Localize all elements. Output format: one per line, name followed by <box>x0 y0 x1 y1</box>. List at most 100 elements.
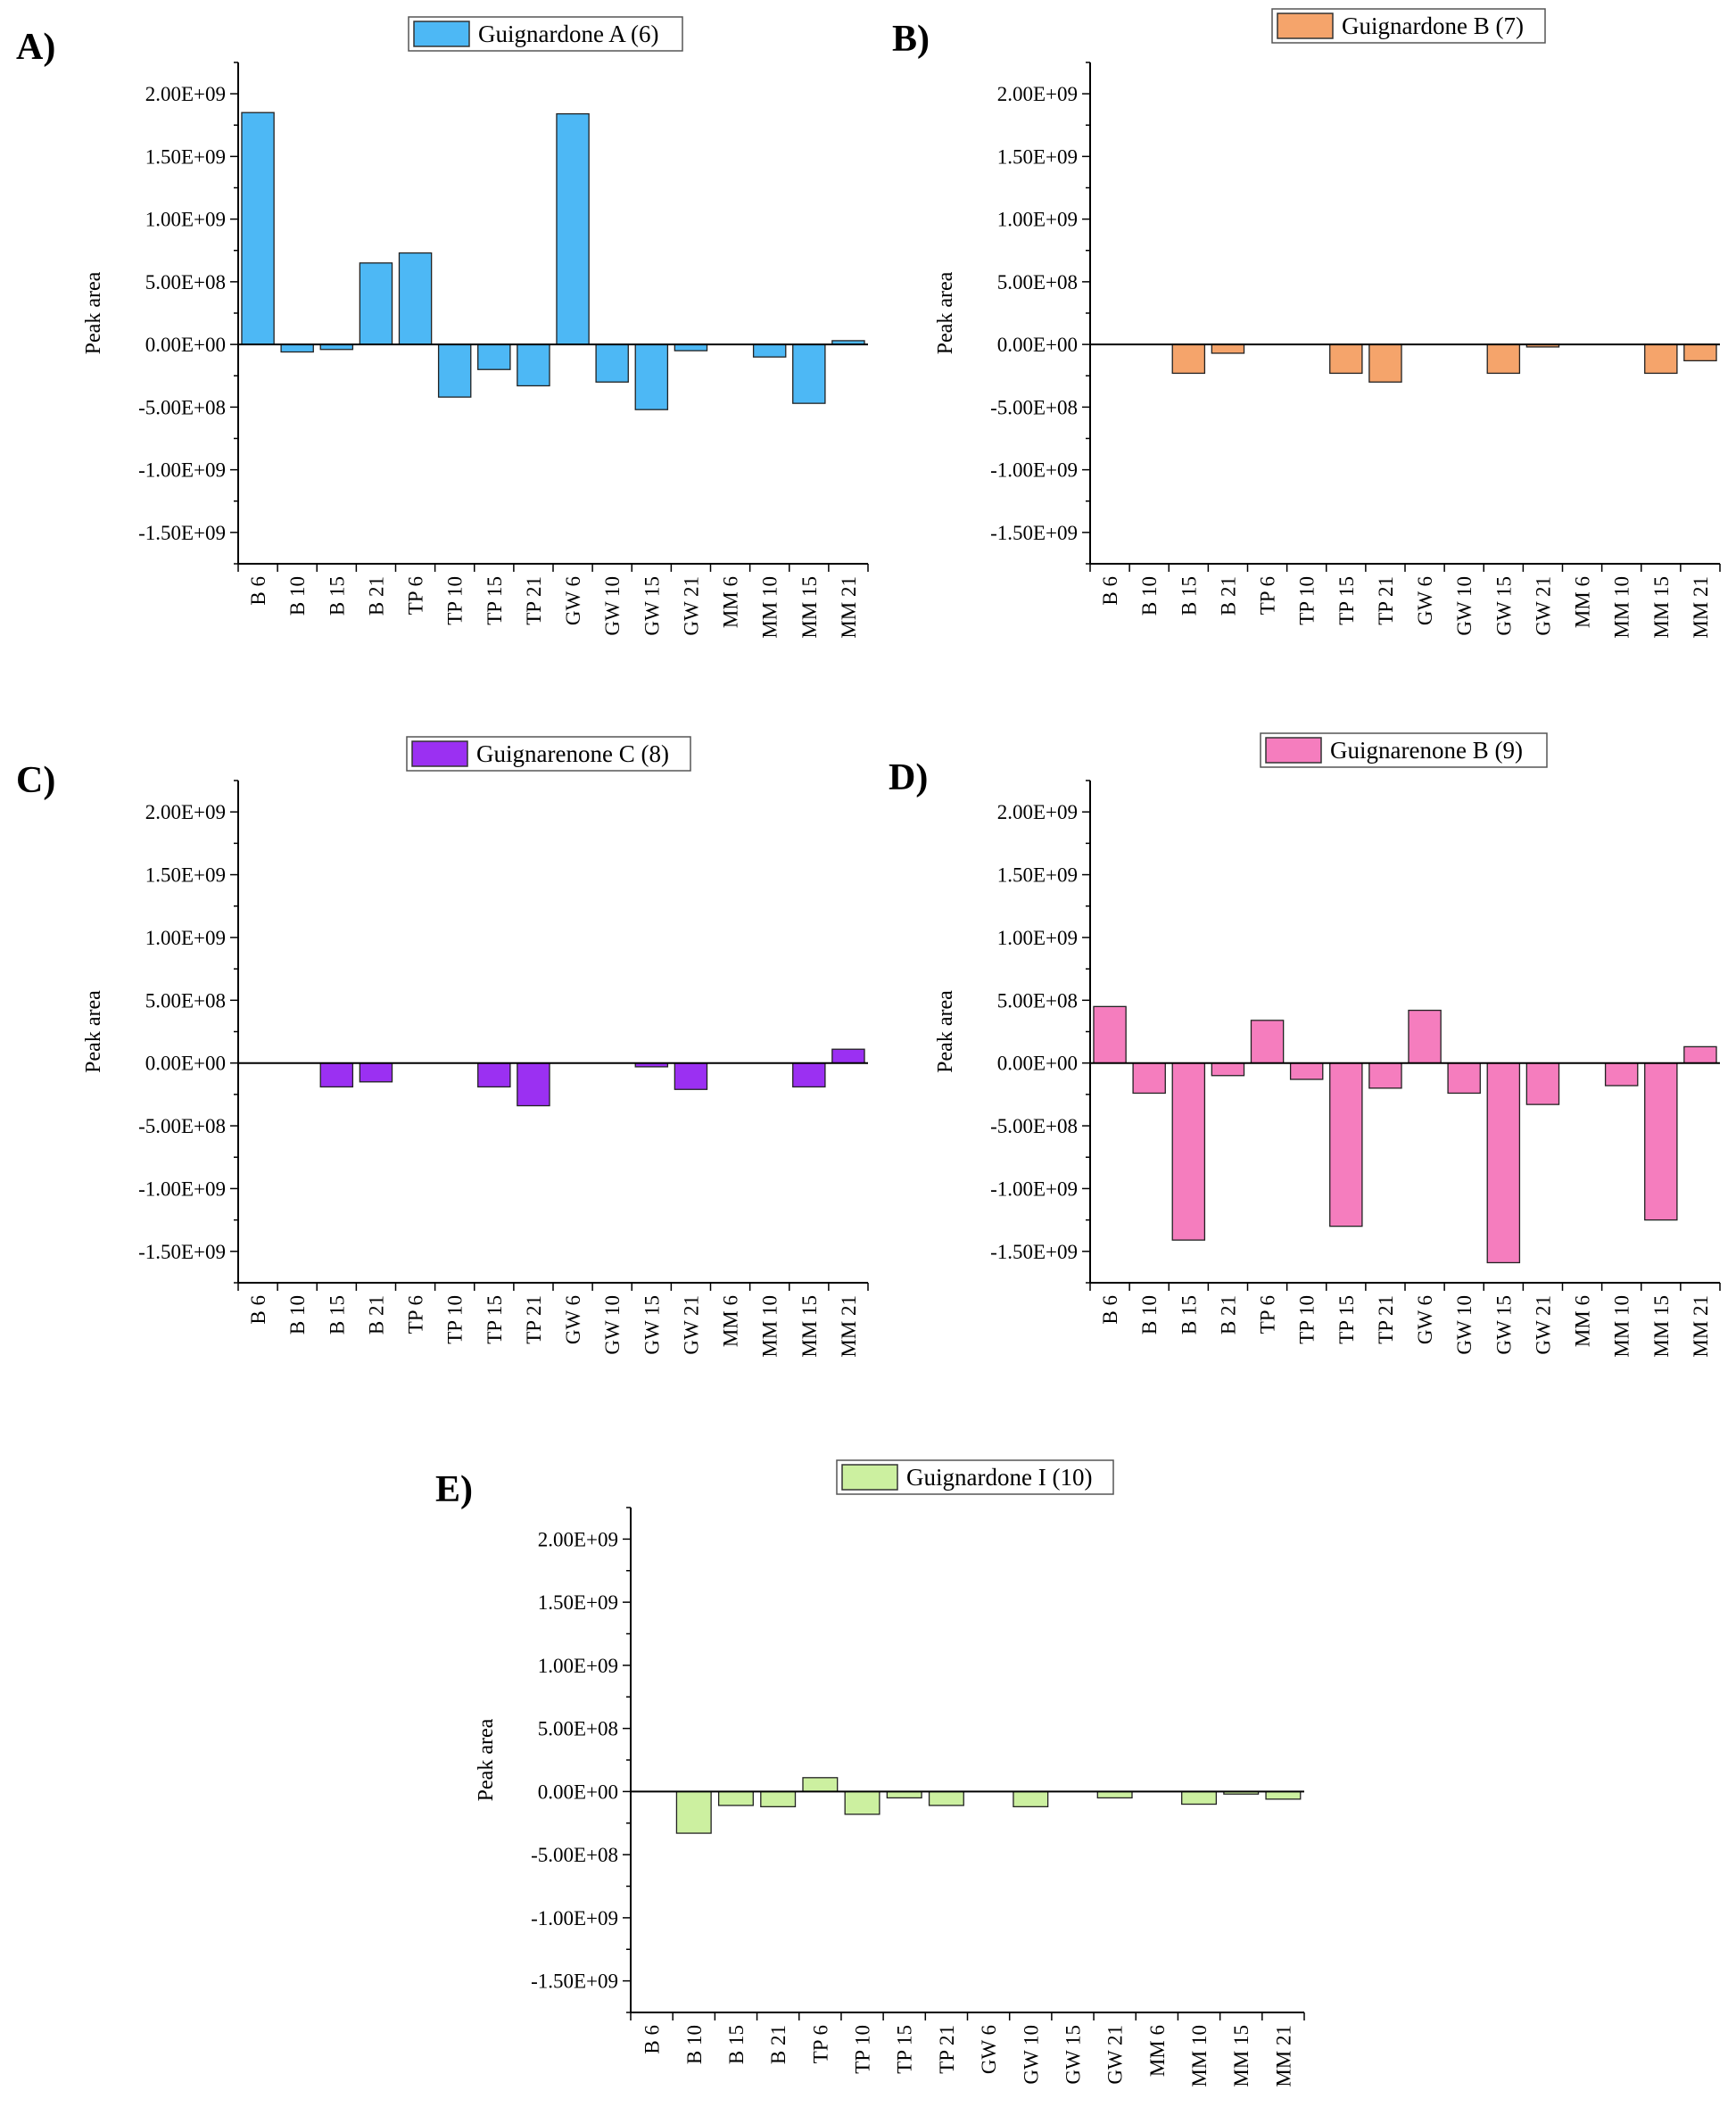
panel-e-x-tick-label: B 21 <box>767 2025 789 2064</box>
panel-b-x-tick-label: TP 15 <box>1335 576 1358 625</box>
panel-c: C) Guignarenone C (8) 2.00E+09 1.50E+09 1.00… <box>16 736 869 1358</box>
panel-b-y-tick-label: 1.50E+09 <box>997 145 1078 168</box>
panel-a: A) Guignardone A (6) 2.00E+09 1.50E+09 1.00E… <box>16 16 869 639</box>
panel-d-x-tick-label: GW 6 <box>1414 1295 1436 1344</box>
panel-e-bar <box>760 1790 797 1808</box>
panel-c-x-tick-label: B 6 <box>247 1295 269 1325</box>
panel-a-x-tick-label: TP 21 <box>523 576 545 625</box>
panel-e-x-tick-label: TP 15 <box>894 2025 916 2074</box>
panel-b-y-tick-label: -5.00E+08 <box>990 396 1078 418</box>
panel-d-bar <box>1683 1045 1717 1064</box>
panel-a-x-tick-label: TP 10 <box>444 576 467 625</box>
panel-a-y-tick-label: 2.00E+09 <box>145 83 226 105</box>
panel-c-bar <box>359 1062 393 1083</box>
panel-b-x-tick-label: GW 6 <box>1414 576 1436 625</box>
panel-a-x-tick-label: TP 15 <box>484 576 506 625</box>
panel-b-y-tick-label: 2.00E+09 <box>997 83 1078 105</box>
panel-d-x-tick-label: MM 6 <box>1572 1295 1594 1347</box>
panel-d-y-title: Peak area <box>934 990 957 1073</box>
panel-d-x-tick-label: GW 15 <box>1492 1295 1515 1355</box>
panel-a-y-tick-label: -5.00E+08 <box>138 396 226 418</box>
panel-d-legend-label: Guignarenone B (9) <box>1330 737 1523 764</box>
panel-e-legend-swatch <box>841 1464 898 1491</box>
panel-c-x-tick-label: GW 10 <box>601 1295 624 1355</box>
panel-c-x-tick-label: B 10 <box>286 1295 309 1334</box>
panel-c-bar <box>674 1062 708 1090</box>
panel-d-bar <box>1447 1062 1481 1095</box>
panel-d-bar <box>1171 1062 1206 1241</box>
panel-a-y-tick-label: 5.00E+08 <box>145 271 226 293</box>
panel-a-bar <box>792 343 826 404</box>
panel-e-bar <box>928 1790 964 1806</box>
panel-b-x-tick-label: B 6 <box>1099 576 1121 606</box>
panel-e-x-tick-label: MM 21 <box>1272 2025 1294 2087</box>
panel-e-bar <box>1013 1790 1049 1808</box>
panel-e-bar <box>1181 1790 1218 1805</box>
panel-c-x-tick-label: GW 15 <box>641 1295 663 1355</box>
panel-e-y-tick-label: 1.00E+09 <box>538 1655 618 1677</box>
panel-c-bar <box>319 1062 354 1088</box>
panel-a-x-tick-label: B 10 <box>286 576 309 616</box>
panel-b-legend-swatch <box>1277 12 1334 39</box>
panel-a-x-tick-label: MM 10 <box>759 576 781 639</box>
panel-e-y-tick-label: -1.00E+09 <box>531 1907 618 1929</box>
panel-a-bar <box>398 252 433 345</box>
panel-c-legend-label: Guignarenone C (8) <box>476 740 669 767</box>
panel-b-x-tick-label: MM 21 <box>1690 576 1712 639</box>
panel-c-y-tick-label: -1.00E+09 <box>138 1177 226 1200</box>
panel-e-y-tick-label: 5.00E+08 <box>538 1718 618 1740</box>
panel-e-y-tick-label: 0.00E+00 <box>538 1781 618 1803</box>
panel-e-x-tick-label: MM 10 <box>1188 2025 1211 2087</box>
panel-b-y-tick-label: -1.50E+09 <box>990 522 1078 544</box>
panel-d-bar <box>1289 1062 1324 1080</box>
panel-a-x-tick-label: B 6 <box>247 576 269 606</box>
panel-e-x-tick-label: TP 10 <box>852 2025 874 2074</box>
panel-c-bar <box>831 1048 865 1064</box>
panel-e-y-title: Peak area <box>475 1718 498 1801</box>
panel-e-y-tick-label: 2.00E+09 <box>538 1528 618 1550</box>
panel-b-bar <box>1329 343 1363 375</box>
panel-d-x-tick-label: B 10 <box>1138 1295 1161 1334</box>
panel-d-bar <box>1604 1062 1639 1087</box>
panel-a-legend-label: Guignardone A (6) <box>478 21 658 47</box>
panel-d-x-tick-label: TP 6 <box>1257 1295 1279 1334</box>
panel-d-y-tick-label: 2.00E+09 <box>997 801 1078 823</box>
panel-c-x-tick-label: TP 6 <box>405 1295 427 1334</box>
panel-a-x-tick-label: B 15 <box>326 576 348 616</box>
panel-c-x-tick-label: MM 6 <box>720 1295 742 1347</box>
panel-b-x-tick-label: B 10 <box>1138 576 1161 616</box>
panel-d-x-tick-label: MM 21 <box>1690 1295 1712 1358</box>
panel-e-y-tick-label: 1.50E+09 <box>538 1591 618 1614</box>
panel-a-bar <box>241 112 275 345</box>
panel-e-letter: E) <box>435 1469 473 1510</box>
panel-c-x-tick-label: GW 21 <box>680 1295 702 1355</box>
panel-c-x-tick-label: TP 10 <box>444 1295 467 1344</box>
panel-d-bar <box>1644 1062 1678 1221</box>
panel-e-x-tick-label: B 6 <box>641 2025 664 2054</box>
panel-a-y-tick-label: -1.50E+09 <box>138 522 226 544</box>
panel-b-bar <box>1171 343 1206 375</box>
panel-d-bar <box>1368 1062 1402 1089</box>
panel-c-y-title: Peak area <box>82 990 105 1073</box>
panel-b-bar <box>1486 343 1521 375</box>
panel-d-x-tick-label: TP 10 <box>1296 1295 1319 1344</box>
panel-b-bar <box>1211 343 1245 354</box>
panel-e: E) Guignardone I (10) 2.00E+09 1.50E+09 1.00… <box>435 1459 1305 2087</box>
panel-d-x-tick-label: B 21 <box>1217 1295 1239 1334</box>
panel-b-x-tick-label: GW 21 <box>1532 576 1554 636</box>
panel-c-x-tick-label: MM 10 <box>759 1295 781 1358</box>
panel-b-x-tick-label: TP 10 <box>1296 576 1319 625</box>
panel-d-y-tick-label: -1.50E+09 <box>990 1241 1078 1263</box>
panel-c-x-tick-label: MM 15 <box>798 1295 821 1358</box>
panel-b-x-tick-label: MM 6 <box>1572 576 1594 628</box>
panel-d-y-tick-label: 0.00E+00 <box>997 1053 1078 1075</box>
panel-a-bar <box>595 343 629 383</box>
panel-e-y-tick-label: -5.00E+08 <box>531 1844 618 1866</box>
panel-e-bar <box>1265 1790 1302 1800</box>
panel-d-x-tick-label: MM 10 <box>1611 1295 1633 1358</box>
panel-e-bar <box>802 1777 839 1793</box>
panel-a-x-tick-label: MM 15 <box>798 576 821 639</box>
panel-b-x-tick-label: MM 10 <box>1611 576 1633 639</box>
panel-b-y-tick-label: 0.00E+00 <box>997 334 1078 356</box>
panel-d-x-tick-label: TP 21 <box>1375 1295 1397 1344</box>
